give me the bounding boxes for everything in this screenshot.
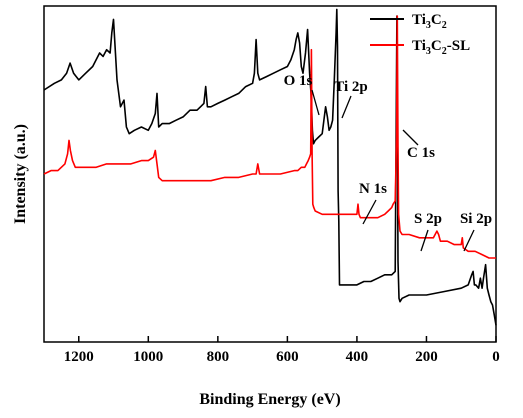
x-axis-ticks: 1200 1000 800 600 400 200 0 (64, 336, 500, 365)
x-tick-label: 1000 (133, 349, 163, 365)
peak-label: O 1s (284, 73, 313, 89)
peak-label: S 2p (414, 211, 442, 227)
peak-pointer (420, 229, 429, 252)
series-line-ti3c2-sl (43, 15, 496, 259)
x-tick-label: 0 (492, 349, 500, 365)
x-tick-label: 800 (207, 349, 230, 365)
legend: Ti3C2 Ti3C2-SL (370, 12, 470, 57)
x-tick-label: 600 (276, 349, 299, 365)
peak-pointer (402, 129, 419, 146)
peak-label: N 1s (359, 181, 387, 197)
x-tick-label: 1200 (64, 349, 94, 365)
peak-label: Si 2p (460, 211, 492, 227)
legend-entry: Ti3C2 (412, 12, 447, 31)
peak-pointer (362, 199, 377, 225)
peak-pointer (463, 229, 475, 252)
peak-pointer (311, 89, 320, 116)
peak-label: Ti 2p (334, 79, 368, 95)
y-axis-title: Intensity (a.u.) (12, 124, 29, 224)
x-tick-label: 400 (346, 349, 369, 365)
series-line-ti3c2 (43, 8, 497, 326)
x-axis-title: Binding Energy (eV) (199, 391, 340, 408)
peak-label: C 1s (407, 145, 435, 161)
peak-pointer (341, 95, 352, 119)
series-lines (43, 8, 497, 326)
legend-entry: Ti3C2-SL (412, 38, 470, 57)
x-tick-label: 200 (415, 349, 438, 365)
peak-annotations: O 1s Ti 2p C 1s N 1s S 2p Si 2p (284, 73, 492, 252)
